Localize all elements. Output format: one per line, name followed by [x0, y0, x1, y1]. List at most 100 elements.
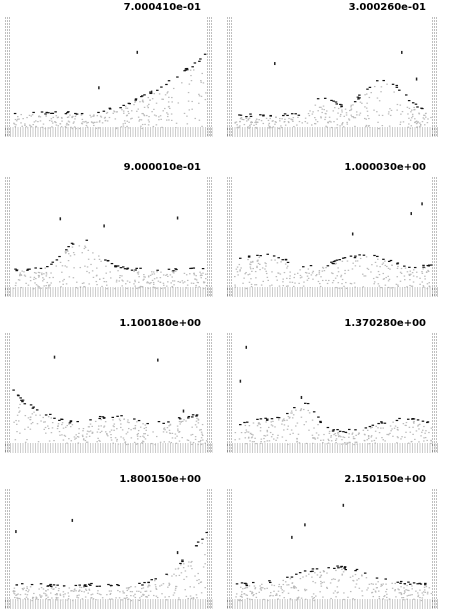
- noise-dot: [417, 425, 419, 427]
- noise-dot: [130, 110, 133, 112]
- noise-dot: [193, 274, 196, 276]
- edge-dot: [316, 98, 320, 100]
- noise-dot: [352, 438, 355, 440]
- noise-dot: [424, 436, 427, 439]
- noise-dot: [201, 433, 203, 435]
- noise-dot: [331, 578, 333, 581]
- noise-dot: [292, 117, 295, 119]
- noise-dot: [127, 599, 129, 601]
- edge-dot: [354, 255, 357, 257]
- noise-dot: [352, 575, 354, 577]
- edge-dot: [76, 420, 79, 423]
- edge-dot: [297, 114, 301, 116]
- noise-dot: [403, 590, 406, 592]
- noise-dot: [376, 276, 379, 279]
- noise-dot: [419, 122, 421, 124]
- noise-dot: [408, 589, 410, 592]
- noise-dot: [282, 278, 284, 280]
- noise-dot: [197, 281, 200, 284]
- noise-dot: [19, 594, 22, 596]
- noise-dot: [318, 271, 321, 273]
- edge-dot: [53, 417, 56, 419]
- noise-dot: [296, 599, 299, 601]
- noise-dot: [142, 587, 145, 589]
- noise-dot: [143, 114, 145, 116]
- noise-dot: [416, 126, 418, 128]
- noise-dot: [81, 123, 84, 125]
- panel: 1.370280e+00: [227, 318, 438, 453]
- noise-dot: [47, 427, 50, 430]
- edge-dot: [408, 583, 412, 585]
- noise-dot: [66, 266, 68, 268]
- noise-dot: [44, 421, 46, 423]
- noise-dot: [394, 425, 397, 427]
- noise-dot: [396, 276, 399, 278]
- noise-dot: [417, 121, 419, 123]
- noise-dot: [404, 279, 406, 281]
- noise-dot: [384, 284, 387, 286]
- outlier-dot: [300, 395, 303, 399]
- noise-dot: [378, 127, 380, 130]
- noise-dot: [378, 285, 381, 287]
- noise-dot: [45, 115, 47, 117]
- noise-dot: [325, 267, 327, 269]
- noise-dot: [336, 592, 339, 594]
- noise-dot: [256, 266, 258, 269]
- noise-dot: [334, 432, 336, 435]
- noise-dot: [367, 587, 369, 589]
- edge-dot: [428, 264, 431, 266]
- noise-dot: [255, 442, 257, 445]
- noise-dot: [289, 416, 291, 418]
- noise-dot: [35, 120, 37, 122]
- noise-dot: [424, 278, 426, 280]
- noise-dot: [155, 115, 157, 117]
- noise-dot: [121, 275, 123, 277]
- noise-dot: [253, 441, 255, 443]
- noise-dot: [51, 597, 53, 599]
- edge-dot: [349, 255, 353, 257]
- noise-dot: [418, 113, 421, 115]
- noise-dot: [155, 586, 157, 588]
- noise-dot: [421, 597, 424, 599]
- noise-dot: [279, 120, 281, 122]
- noise-dot: [364, 275, 367, 277]
- noise-dot: [164, 596, 166, 598]
- edge-dot: [26, 269, 29, 271]
- edge-dot: [130, 269, 134, 271]
- noise-dot: [283, 419, 286, 422]
- noise-dot: [138, 599, 141, 601]
- noise-dot: [413, 598, 415, 600]
- noise-dot: [67, 124, 70, 126]
- noise-dot: [280, 586, 282, 588]
- noise-dot: [311, 442, 314, 445]
- edge-dot: [50, 112, 53, 114]
- noise-dot: [330, 272, 333, 274]
- noise-dot: [143, 278, 145, 280]
- edge-dot: [265, 419, 269, 421]
- edge-dot: [205, 531, 208, 534]
- noise-dot: [68, 423, 70, 425]
- noise-dot: [45, 271, 48, 274]
- noise-dot: [377, 283, 380, 285]
- noise-dot: [78, 590, 80, 592]
- edge-dot: [119, 267, 123, 269]
- panel-title: 1.370280e+00: [344, 318, 426, 329]
- noise-dot: [277, 272, 279, 274]
- edge-dot: [387, 260, 391, 263]
- noise-dot: [265, 270, 267, 272]
- noise-dot: [115, 597, 117, 599]
- edge-dot: [12, 389, 15, 391]
- noise-dot: [268, 440, 271, 442]
- noise-dot: [367, 437, 370, 440]
- noise-dot: [283, 424, 286, 426]
- noise-dot: [57, 590, 60, 592]
- noise-dot: [308, 573, 310, 575]
- noise-dot: [296, 272, 299, 274]
- edge-dot: [408, 266, 411, 268]
- noise-dot: [33, 272, 36, 274]
- noise-dot: [127, 587, 130, 589]
- noise-dot: [335, 569, 337, 572]
- noise-dot: [254, 587, 257, 589]
- noise-dot: [32, 123, 34, 126]
- edge-dot: [196, 541, 200, 543]
